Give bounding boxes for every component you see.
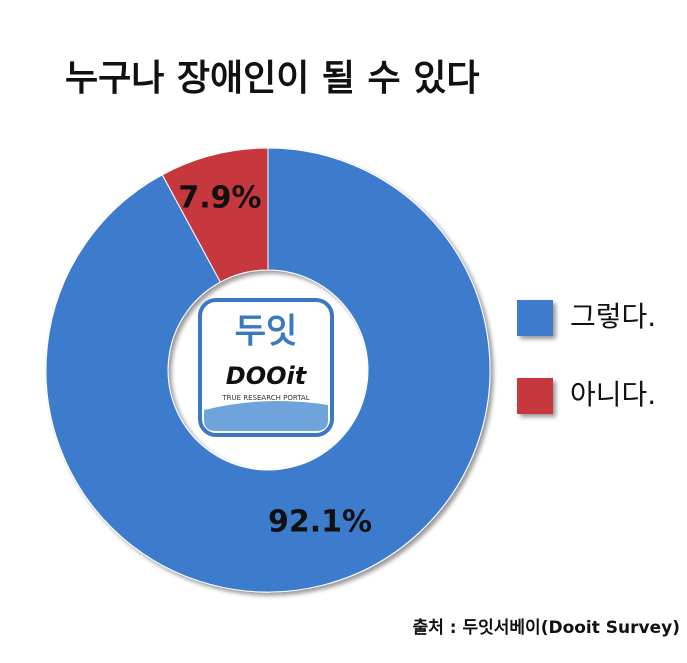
logo: 두잇 DOOit TRUE RESEARCH PORTAL	[198, 298, 334, 437]
source-note: 출처 : 두잇서베이(Dooit Survey)	[413, 618, 680, 638]
legend-swatch	[517, 378, 553, 414]
legend-label: 아니다.	[570, 378, 656, 411]
logo-wave	[204, 401, 328, 431]
donut-slice	[161, 147, 269, 283]
donut-slice	[45, 147, 491, 593]
chart-title: 누구나 장애인이 될 수 있다	[65, 58, 479, 99]
logo-name: 두잇	[235, 312, 298, 352]
legend-label: 그렇다.	[570, 300, 656, 333]
logo-frame	[198, 298, 334, 437]
donut	[45, 147, 491, 593]
value-label: 7.9%	[178, 181, 261, 216]
logo-tagline: TRUE RESEARCH PORTAL	[221, 394, 309, 402]
logo-brand: DOOit	[226, 362, 308, 390]
legend-swatch	[517, 300, 553, 336]
value-label: 92.1%	[268, 505, 372, 540]
